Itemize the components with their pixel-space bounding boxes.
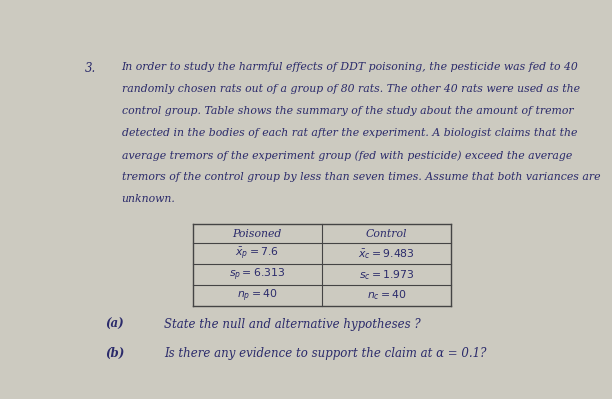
Text: randomly chosen rats out of a group of 80 rats. The other 40 rats were used as t: randomly chosen rats out of a group of 8… <box>122 84 580 94</box>
Text: $n_c = 40$: $n_c = 40$ <box>367 288 406 302</box>
Text: $s_c = 1.973$: $s_c = 1.973$ <box>359 268 414 282</box>
Text: 3.: 3. <box>85 62 96 75</box>
Text: $\bar{x}_p = 7.6$: $\bar{x}_p = 7.6$ <box>236 245 279 262</box>
Text: $n_p = 40$: $n_p = 40$ <box>237 287 278 304</box>
Text: Is there any evidence to support the claim at α = 0.1?: Is there any evidence to support the cla… <box>164 348 487 360</box>
Text: Poisoned: Poisoned <box>233 229 282 239</box>
Text: $\bar{x}_c = 9.483$: $\bar{x}_c = 9.483$ <box>358 247 415 261</box>
Text: In order to study the harmful effects of DDT poisoning, the pesticide was fed to: In order to study the harmful effects of… <box>122 62 578 72</box>
Text: control group. Table shows the summary of the study about the amount of tremor: control group. Table shows the summary o… <box>122 106 573 116</box>
Text: detected in the bodies of each rat after the experiment. A biologist claims that: detected in the bodies of each rat after… <box>122 128 577 138</box>
Text: tremors of the control group by less than seven times. Assume that both variance: tremors of the control group by less tha… <box>122 172 600 182</box>
Text: $s_p = 6.313$: $s_p = 6.313$ <box>229 267 286 283</box>
Text: (a): (a) <box>105 318 124 331</box>
Text: Control: Control <box>366 229 408 239</box>
Text: unknown.: unknown. <box>122 194 176 204</box>
Text: average tremors of the experiment group (fed with pesticide) exceed the average: average tremors of the experiment group … <box>122 150 572 161</box>
Text: (b): (b) <box>105 348 124 360</box>
Text: State the null and alternative hypotheses ?: State the null and alternative hypothese… <box>164 318 421 331</box>
